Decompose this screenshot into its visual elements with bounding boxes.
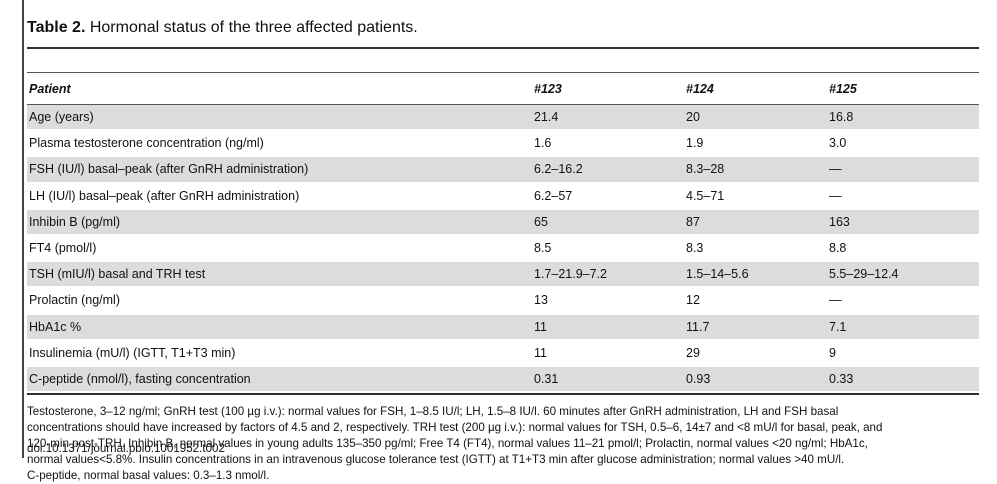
header-patient-124: #124 — [684, 73, 827, 105]
table-cell: 20 — [684, 104, 827, 131]
table-body: Age (years) 21.4 20 16.8 Plasma testosterone… — [27, 104, 979, 393]
footnote-line: 120-min post-TRH. Inhibin B, normal valu… — [27, 437, 868, 451]
footnote-line: Testosterone, 3–12 ng/ml; GnRH test (100… — [27, 405, 839, 419]
table-cell: 13 — [534, 293, 548, 308]
header-patient: Patient — [27, 73, 532, 105]
table-cell: 3.0 — [829, 136, 847, 151]
table-cell: 21.4 — [532, 104, 684, 131]
table-cell: 1.5–14–5.6 — [684, 261, 827, 288]
table-cell: 11 — [534, 345, 547, 360]
table-cell: 87 — [684, 208, 827, 235]
table-cell: 8.8 — [829, 241, 847, 256]
table-row: Plasma testosterone concentration (ng/ml… — [27, 130, 979, 157]
table-row: Insulinemia (mU/l) (IGTT, T1+T3 min) 11 29… — [27, 340, 979, 366]
table-caption-label: Table 2. — [27, 19, 86, 36]
table-row: FSH (IU/l) basal–peak (after GnRH admini… — [27, 156, 979, 183]
table-cell: 16.8 — [827, 104, 979, 131]
row-label: Prolactin (ng/ml) — [29, 293, 120, 308]
table-cell: 0.93 — [684, 365, 827, 393]
table-cell: 11 — [532, 313, 684, 340]
table-cell: 1.9 — [686, 136, 704, 151]
table-cell: 0.31 — [532, 365, 684, 393]
table-cell: 9 — [829, 345, 836, 360]
table-cell: 65 — [532, 208, 684, 235]
table-cell: 4.5–71 — [686, 188, 725, 203]
table-row: Prolactin (ng/ml) 13 12 — — [27, 287, 979, 314]
table-cell: — — [827, 156, 979, 183]
table-cell: — — [829, 188, 842, 203]
table-cell: 29 — [686, 345, 700, 360]
table-cell: 163 — [827, 208, 979, 235]
table-row: FT4 (pmol/l) 8.5 8.3 8.8 — [27, 235, 979, 262]
table-bottom-rule — [27, 393, 979, 396]
table-cell: — — [829, 293, 842, 308]
header-patient-123: #123 — [532, 73, 684, 105]
table-row: LH (IU/l) basal–peak (after GnRH adminis… — [27, 183, 979, 209]
table-cell: 8.3 — [686, 241, 704, 256]
row-label: Inhibin B (pg/ml) — [27, 208, 532, 235]
table-row: C-peptide (nmol/l), fasting concentratio… — [27, 365, 979, 393]
row-label: FT4 (pmol/l) — [29, 241, 97, 256]
table-cell: 11.7 — [684, 313, 827, 340]
table-footnote: Testosterone, 3–12 ng/ml; GnRH test (100… — [27, 404, 979, 484]
row-label: LH (IU/l) basal–peak (after GnRH adminis… — [29, 188, 300, 203]
footnote-line: normal values<5.8%. Insulin concentratio… — [27, 453, 845, 467]
table-cell: 7.1 — [827, 313, 979, 340]
table-row: Age (years) 21.4 20 16.8 — [27, 104, 979, 131]
row-label: TSH (mIU/l) basal and TRH test — [27, 261, 532, 288]
row-label: FSH (IU/l) basal–peak (after GnRH admini… — [27, 156, 532, 183]
footnote-line: C-peptide, normal basal values: 0.3–1.3 … — [27, 469, 270, 483]
row-label: Age (years) — [27, 104, 532, 131]
caption-rule — [27, 47, 979, 49]
row-label: HbA1c % — [27, 313, 532, 340]
table-header-row: Patient #123 #124 #125 — [27, 73, 979, 105]
table-cell: 6.2–16.2 — [532, 156, 684, 183]
header-patient-125: #125 — [827, 73, 979, 105]
table-cell: 8.5 — [534, 241, 552, 256]
table-cell: 0.33 — [827, 365, 979, 393]
table-cell: 12 — [686, 293, 700, 308]
row-label: Plasma testosterone concentration (ng/ml… — [29, 136, 264, 151]
doi-text: doi:10.1371/journal.pbio.1001952.t002 — [27, 442, 225, 455]
table-cell: 8.3–28 — [684, 156, 827, 183]
table-cell: 1.7–21.9–7.2 — [532, 261, 684, 288]
row-label: Insulinemia (mU/l) (IGTT, T1+T3 min) — [29, 345, 236, 360]
hormonal-status-table: Patient #123 #124 #125 Age (years) 21.4 20… — [27, 73, 979, 393]
table-container: Table 2. Hormonal status of the three af… — [27, 0, 979, 484]
table-cell: 5.5–29–12.4 — [827, 261, 979, 288]
table-caption: Table 2. Hormonal status of the three af… — [27, 0, 979, 47]
table-row: HbA1c % 11 11.7 7.1 — [27, 313, 979, 340]
table-cell: 1.6 — [534, 136, 552, 151]
table-row: Inhibin B (pg/ml) 65 87 163 — [27, 208, 979, 235]
table-row: TSH (mIU/l) basal and TRH test 1.7–21.9–7… — [27, 261, 979, 288]
footnote-line: concentrations should have increased by … — [27, 421, 883, 435]
left-margin-rule — [22, 0, 24, 458]
table-top-rule — [27, 72, 979, 73]
row-label: C-peptide (nmol/l), fasting concentratio… — [27, 365, 532, 393]
table-caption-text: Hormonal status of the three affected pa… — [89, 19, 418, 36]
table-cell: 6.2–57 — [534, 188, 573, 203]
